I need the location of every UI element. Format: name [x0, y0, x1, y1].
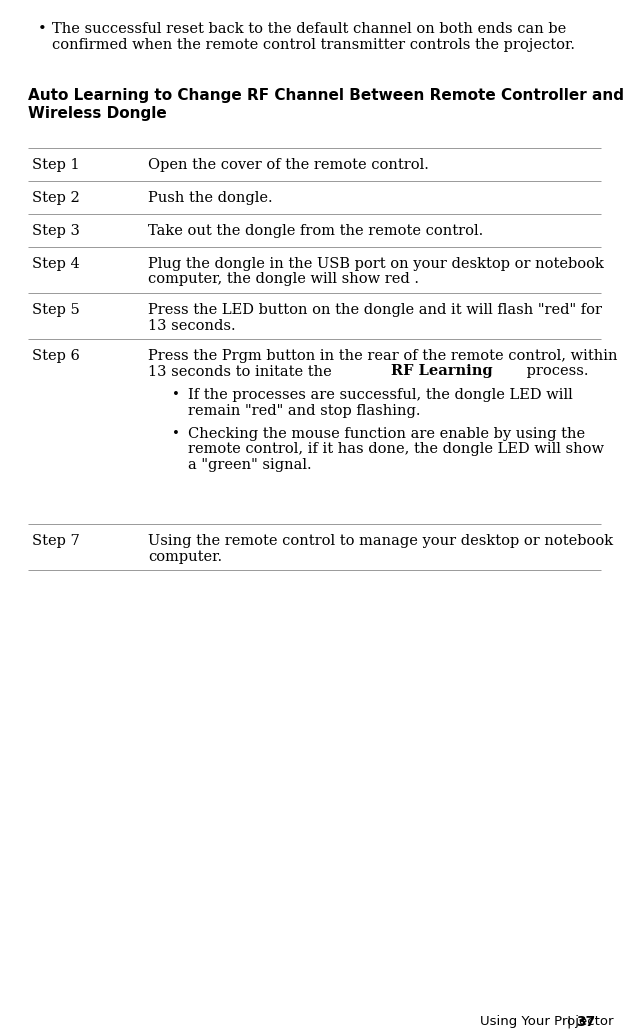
Text: •: •	[38, 22, 47, 36]
Text: confirmed when the remote control transmitter controls the projector.: confirmed when the remote control transm…	[52, 37, 575, 52]
Text: |: |	[566, 1015, 571, 1028]
Text: 13 seconds.: 13 seconds.	[148, 319, 236, 332]
Text: remote control, if it has done, the dongle LED will show: remote control, if it has done, the dong…	[188, 443, 604, 456]
Text: process.: process.	[522, 364, 589, 379]
Text: Take out the dongle from the remote control.: Take out the dongle from the remote cont…	[148, 224, 483, 238]
Text: Step 5: Step 5	[32, 303, 80, 317]
Text: Plug the dongle in the USB port on your desktop or notebook: Plug the dongle in the USB port on your …	[148, 257, 604, 271]
Text: Using Your Projector: Using Your Projector	[480, 1015, 613, 1028]
Text: 13 seconds to initate the: 13 seconds to initate the	[148, 364, 337, 379]
Text: remain "red" and stop flashing.: remain "red" and stop flashing.	[188, 404, 421, 418]
Text: Step 1: Step 1	[32, 158, 80, 172]
Text: RF Learning: RF Learning	[391, 364, 493, 379]
Text: Step 2: Step 2	[32, 191, 80, 205]
Text: Step 7: Step 7	[32, 534, 80, 548]
Text: Press the LED button on the dongle and it will flash "red" for: Press the LED button on the dongle and i…	[148, 303, 602, 317]
Text: Wireless Dongle: Wireless Dongle	[28, 106, 167, 121]
Text: computer.: computer.	[148, 549, 222, 563]
Text: The successful reset back to the default channel on both ends can be: The successful reset back to the default…	[52, 22, 566, 36]
Text: Using the remote control to manage your desktop or notebook: Using the remote control to manage your …	[148, 534, 613, 548]
Text: a "green" signal.: a "green" signal.	[188, 458, 311, 472]
Text: Push the dongle.: Push the dongle.	[148, 191, 272, 205]
Text: computer, the dongle will show red .: computer, the dongle will show red .	[148, 272, 419, 287]
Text: Auto Learning to Change RF Channel Between Remote Controller and USB: Auto Learning to Change RF Channel Betwe…	[28, 88, 629, 103]
Text: Open the cover of the remote control.: Open the cover of the remote control.	[148, 158, 429, 172]
Text: Checking the mouse function are enable by using the: Checking the mouse function are enable b…	[188, 427, 585, 441]
Text: Step 3: Step 3	[32, 224, 80, 238]
Text: Step 6: Step 6	[32, 349, 80, 363]
Text: •: •	[172, 388, 180, 401]
Text: 37: 37	[576, 1015, 595, 1029]
Text: Step 4: Step 4	[32, 257, 80, 271]
Text: Press the Prgm button in the rear of the remote control, within: Press the Prgm button in the rear of the…	[148, 349, 618, 363]
Text: If the processes are successful, the dongle LED will: If the processes are successful, the don…	[188, 388, 573, 402]
Text: •: •	[172, 427, 180, 440]
